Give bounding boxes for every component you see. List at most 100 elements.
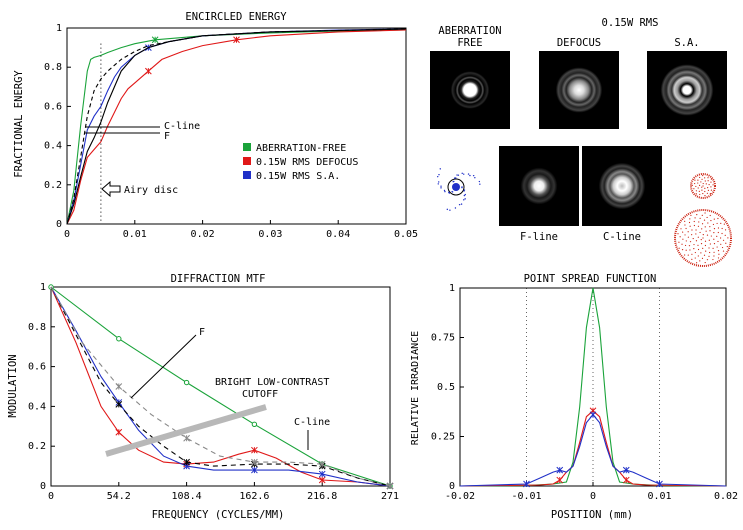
spot-dot (461, 186, 463, 189)
mtf-point-marker (115, 428, 123, 436)
ee-legend: ABERRATION-FREE 0.15W RMS DEFOCUS 0.15W … (243, 143, 358, 182)
c-line-annotation: C-line (164, 121, 200, 132)
spot-dot (695, 193, 697, 195)
label-aberration: ABERRATION (438, 25, 501, 37)
mtf-point-marker (251, 458, 258, 466)
psf-point-marker (523, 480, 530, 488)
spot-ring-small (690, 173, 716, 199)
spot-dot (707, 187, 709, 189)
spot-dot (693, 224, 696, 227)
spot-dot (456, 174, 458, 176)
mtf-point-marker (251, 421, 258, 428)
spot-dot (720, 222, 722, 224)
psf-point-marker (589, 411, 597, 419)
spot-dot (713, 228, 716, 230)
spot-dot (701, 178, 703, 180)
spot-dot (705, 250, 707, 252)
spot-dot (709, 214, 711, 217)
mtf-plot-frame (50, 286, 391, 487)
spot-dot (724, 229, 727, 231)
spot-dot (694, 182, 696, 185)
spot-dot (678, 241, 680, 243)
spot-dot (688, 245, 691, 247)
spot-dot (678, 247, 680, 249)
spot-diagram-small (437, 168, 481, 211)
spot-dot (464, 198, 466, 200)
spot-dot (721, 232, 723, 235)
spot-dot (455, 177, 457, 179)
legend-swatch-aberration-free (243, 143, 251, 151)
spot-dot (705, 183, 707, 185)
mtf-point-marker (386, 482, 394, 490)
spot-dot (694, 257, 696, 259)
mtf-point-marker (115, 401, 123, 408)
mtf-x-tick-label: 216.8 (307, 491, 337, 502)
psf-ylabel: RELATIVE IRRADIANCE (410, 331, 421, 445)
spot-dot (695, 240, 698, 242)
spot-dot (695, 233, 697, 235)
spot-dot (708, 239, 710, 241)
ee-y-tick-label: 0.8 (44, 62, 62, 73)
mtf-point-marker (115, 383, 123, 390)
spot-dot (706, 259, 709, 261)
ee-title: ENCIRCLED ENERGY (185, 11, 287, 23)
spot-dot (701, 186, 703, 188)
ee-x-tick-label: 0.05 (394, 229, 418, 240)
spot-dot (706, 234, 709, 236)
spot-dot (443, 189, 446, 192)
spot-dot (691, 184, 693, 187)
spot-dot (699, 176, 701, 179)
spot-dot (722, 239, 725, 241)
spot-dot (681, 243, 683, 245)
spot-dot (695, 229, 697, 231)
spot-dot (701, 214, 703, 216)
mtf-x-tick-label: 54.2 (107, 491, 131, 502)
spot-dot (716, 235, 718, 238)
spot-dot (693, 243, 695, 246)
spot-center (452, 183, 460, 191)
ee-x-tick-label: 0.02 (191, 229, 215, 240)
spot-dot (691, 229, 693, 231)
spot-dot (718, 253, 720, 255)
spot-dot (708, 247, 710, 249)
spot-dot (704, 195, 706, 197)
spot-dot (712, 258, 714, 261)
spot-dot (461, 172, 463, 175)
spot-dot (464, 193, 466, 196)
spot-dot (460, 203, 463, 205)
psf-x-tick-label: -0.01 (511, 491, 541, 502)
label-free: FREE (457, 37, 482, 49)
spot-dot (704, 212, 706, 214)
spot-dot (704, 240, 707, 242)
spot-dot (463, 194, 466, 197)
spot-dot (444, 190, 446, 193)
mtf-xlabel: FREQUENCY (CYCLES/MM) (152, 509, 285, 521)
mtf-point-marker (116, 336, 122, 342)
ee-x-tick-label: 0.01 (123, 229, 147, 240)
spot-dot (700, 252, 702, 254)
spot-dot (702, 182, 704, 185)
psf-x-tick-label: 0.02 (714, 491, 738, 502)
spot-dot (689, 218, 691, 220)
spot-dot (700, 243, 703, 245)
spot-dot (717, 227, 720, 229)
spot-dot (682, 231, 684, 233)
spot-dot (727, 237, 729, 239)
psf-x-tick-label: 0 (590, 491, 596, 502)
spot-dot (716, 246, 718, 248)
spot-dot (710, 219, 712, 222)
spot-dot (717, 257, 720, 259)
point-spread-function-chart: POINT SPREAD FUNCTION RELATIVE IRRADIANC… (410, 273, 738, 521)
spot-dot (680, 228, 682, 230)
spot-dot (704, 180, 706, 182)
spot-dot (699, 193, 701, 196)
mtf-y-tick-label: 0.4 (28, 401, 46, 412)
spot-dot (684, 224, 686, 226)
spot-dot (681, 249, 684, 251)
mtf-y-tick-label: 1 (40, 282, 46, 293)
spot-dot (692, 237, 694, 240)
spot-dot (438, 181, 440, 183)
spot-ring-large (674, 209, 732, 267)
mtf-point-marker (183, 458, 190, 466)
